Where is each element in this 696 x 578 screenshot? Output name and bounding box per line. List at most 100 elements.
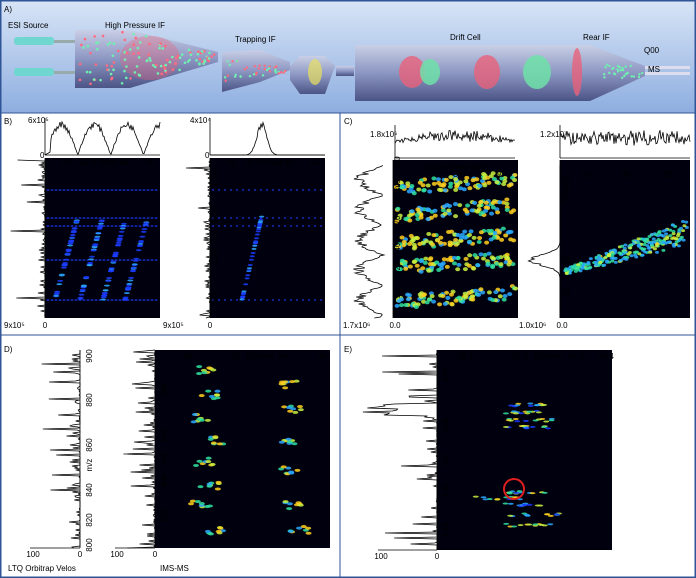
x-ticks: 30	[454, 170, 463, 179]
heatmap-spot	[427, 189, 433, 194]
ion	[123, 69, 126, 73]
heatmap-spot	[271, 225, 275, 227]
heatmap-spot	[282, 500, 289, 504]
heatmap-spot	[548, 417, 555, 420]
ion	[608, 71, 611, 75]
heatmap-spot	[229, 299, 233, 301]
heatmap-spot	[142, 223, 149, 226]
ion	[602, 72, 606, 76]
heatmap-spot	[485, 175, 491, 180]
heatmap-spot	[192, 463, 199, 467]
heatmap-spot	[396, 244, 402, 249]
heatmap-spot	[277, 225, 281, 227]
dt-ticks: 55	[146, 158, 155, 167]
heatmap-spot	[249, 255, 255, 258]
ion	[105, 64, 109, 67]
heatmap-spot	[447, 184, 453, 189]
heatmap-spot	[246, 269, 252, 272]
heatmap-spot	[259, 189, 263, 191]
ion	[88, 70, 92, 74]
heatmap-spot	[664, 232, 669, 236]
heatmap-spot	[629, 254, 634, 258]
heatmap-spot	[90, 217, 94, 219]
heatmap-spot	[403, 266, 409, 271]
ion	[267, 67, 271, 70]
heatmap-spot	[499, 237, 505, 242]
ion	[108, 41, 112, 45]
heatmap-spot	[80, 285, 87, 288]
heatmap-spot	[512, 412, 519, 415]
heatmap-spot	[209, 462, 216, 466]
heatmap-spot	[90, 249, 97, 252]
heatmap-spot	[588, 257, 593, 261]
heatmap-spot	[680, 219, 685, 223]
ion	[243, 68, 246, 71]
heatmap-spot	[416, 187, 422, 192]
heatmap-spot	[544, 513, 551, 516]
heatmap-spot	[507, 502, 514, 505]
heatmap-spot	[259, 225, 263, 227]
heatmap-spot	[613, 260, 618, 264]
heatmap-spot	[634, 255, 639, 259]
heatmap-spot	[438, 235, 444, 240]
heatmap-spot	[431, 181, 437, 186]
heatmap-spot	[602, 263, 607, 267]
ion	[208, 51, 211, 55]
heatmap-spot	[491, 177, 497, 182]
heatmap-spot	[603, 256, 608, 260]
ion	[263, 68, 267, 71]
heatmap-spot	[150, 189, 154, 191]
heatmap-spot	[613, 256, 618, 260]
ion	[99, 78, 102, 82]
heatmap-spot	[532, 523, 539, 526]
y-ticks: 100	[393, 156, 402, 170]
heatmap-spot	[429, 265, 435, 270]
heatmap-spot	[420, 266, 426, 271]
highlight-circle	[503, 478, 525, 500]
heatmap-spot	[96, 227, 103, 230]
heatmap-spot	[431, 299, 437, 304]
dt-ticks: 26.4	[598, 352, 614, 361]
heatmap-spot	[295, 501, 302, 505]
heatmap-spot	[466, 233, 472, 238]
heatmap-spot	[253, 217, 257, 219]
ion	[95, 41, 98, 45]
heatmap-spot	[295, 299, 299, 301]
heatmap-spot	[611, 252, 616, 256]
heatmap-spot	[468, 229, 474, 234]
heatmap-spot	[654, 233, 659, 237]
heatmap-spot	[98, 259, 102, 261]
ion	[188, 58, 191, 62]
heatmap-spot	[229, 189, 233, 191]
heatmap-spot	[482, 183, 488, 188]
heatmap-spot	[607, 253, 612, 257]
ion	[274, 69, 277, 73]
heatmap-spot	[507, 514, 514, 517]
ion	[641, 71, 644, 75]
heatmap-spot	[146, 189, 150, 191]
heatmap-spot	[526, 523, 533, 526]
heatmap-spot	[455, 255, 461, 260]
heatmap-spot	[58, 299, 62, 301]
heatmap-spot	[138, 189, 142, 191]
heatmap-spot	[74, 189, 78, 191]
mz-label: m/z	[441, 454, 450, 467]
heatmap-spot	[409, 209, 415, 214]
heatmap-spot	[648, 250, 653, 254]
ion	[207, 57, 211, 60]
heatmap-spot	[494, 261, 500, 266]
ion	[155, 63, 158, 67]
heatmap-spot	[319, 299, 323, 301]
heatmap-spot	[142, 299, 146, 301]
mz-ticks: 800	[210, 289, 219, 303]
heatmap-spot	[114, 225, 118, 227]
heatmap-spot	[207, 532, 214, 536]
heatmap-spot	[70, 217, 74, 219]
profile-max: 1.2x10⁷	[540, 130, 567, 139]
ion	[275, 65, 278, 68]
heatmap-spot	[423, 239, 429, 244]
heatmap-spot	[57, 279, 64, 282]
heatmap-spot	[588, 265, 593, 269]
heatmap-spot	[622, 246, 627, 250]
heatmap-spot	[414, 263, 420, 268]
